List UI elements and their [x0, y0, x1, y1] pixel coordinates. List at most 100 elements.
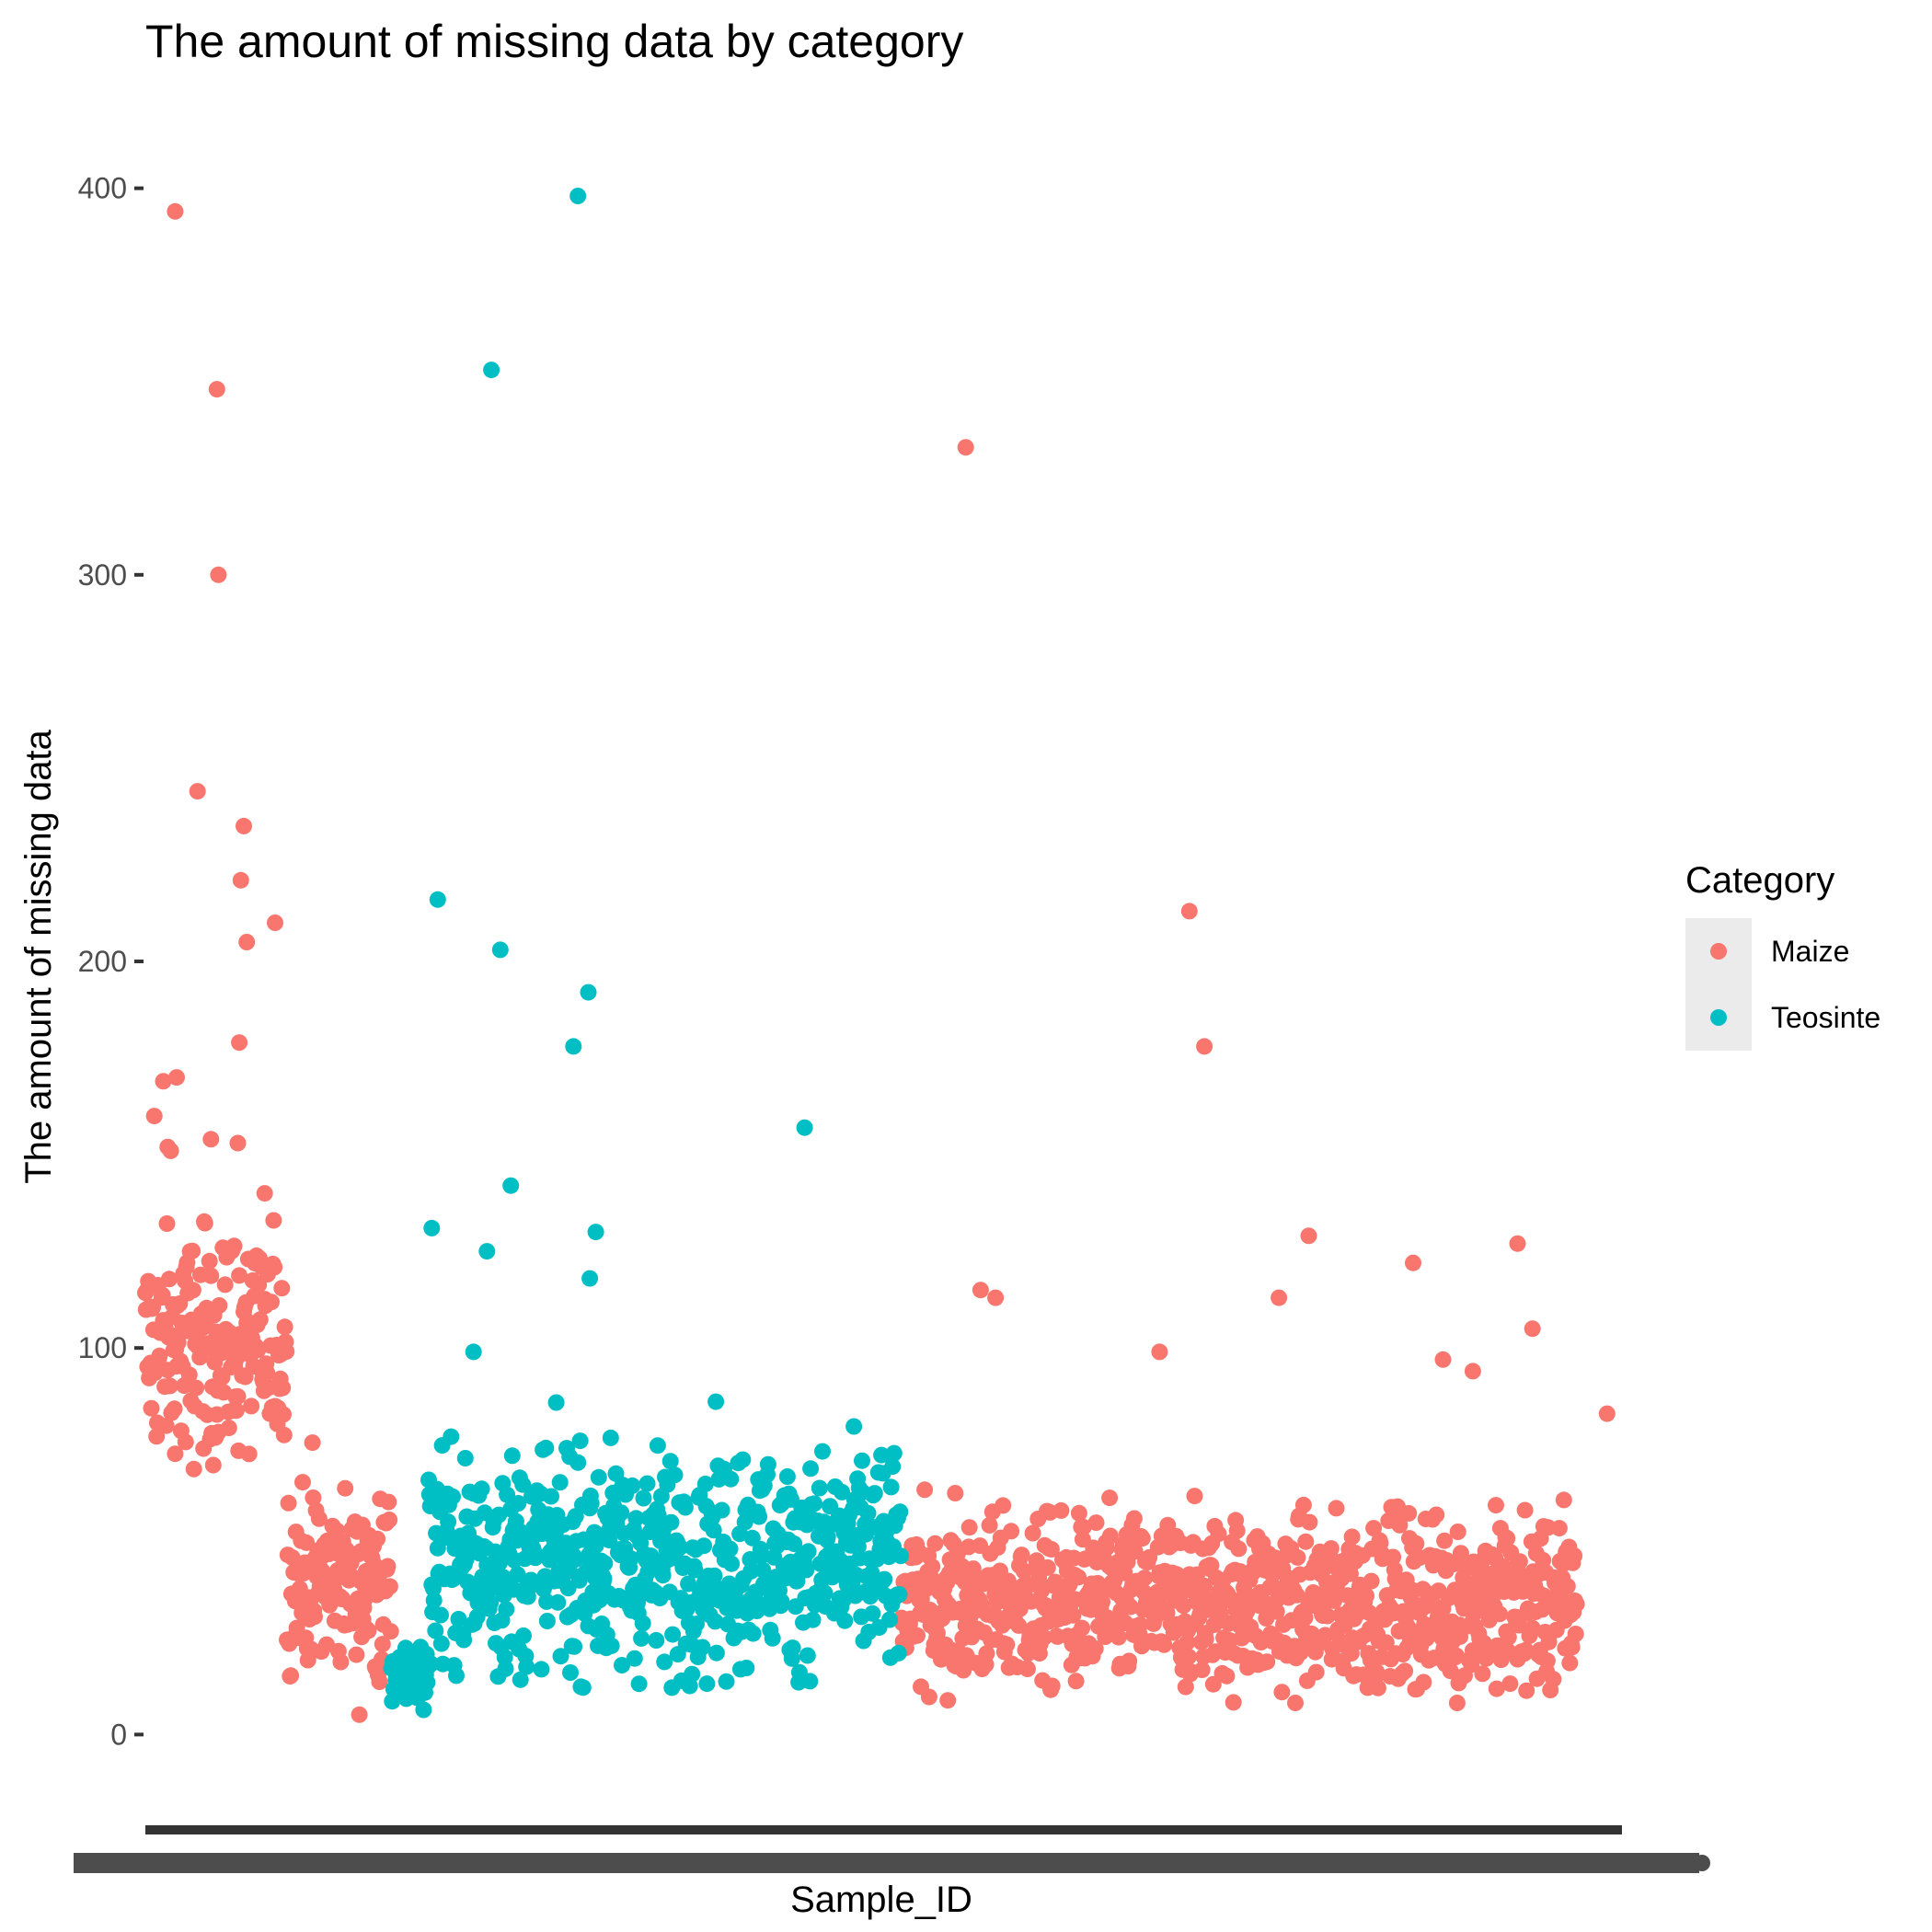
point-maize	[1042, 1541, 1060, 1558]
point-maize	[1436, 1532, 1454, 1549]
point-teosinte	[432, 1606, 449, 1624]
point-maize	[1197, 1630, 1214, 1648]
point-teosinte	[661, 1453, 679, 1470]
point-maize	[1491, 1605, 1509, 1623]
chart-title: The amount of missing data by category	[145, 16, 963, 67]
point-teosinte	[718, 1673, 735, 1690]
point-teosinte	[654, 1567, 672, 1584]
point-teosinte	[443, 1428, 460, 1445]
point-maize	[243, 1397, 260, 1415]
point-teosinte	[473, 1480, 490, 1498]
point-maize	[1448, 1647, 1465, 1664]
point-maize	[280, 1494, 297, 1512]
point-teosinte	[622, 1550, 639, 1568]
point-maize	[210, 566, 227, 583]
point-teosinte	[422, 1655, 440, 1673]
point-teosinte	[543, 1488, 559, 1505]
point-teosinte	[806, 1495, 823, 1512]
point-maize	[1039, 1558, 1056, 1576]
point-teosinte	[440, 1513, 457, 1531]
point-teosinte	[734, 1451, 752, 1468]
point-teosinte	[483, 362, 500, 379]
point-teosinte	[498, 1601, 515, 1618]
y-tick-label: 400	[78, 172, 127, 205]
point-teosinte	[512, 1671, 529, 1688]
point-maize	[1121, 1598, 1139, 1616]
point-maize	[166, 1400, 183, 1418]
point-maize	[196, 1214, 213, 1232]
point-teosinte	[722, 1470, 740, 1488]
point-maize	[231, 1267, 248, 1284]
point-maize	[275, 1426, 293, 1443]
point-teosinte	[885, 1444, 903, 1462]
point-maize	[1400, 1504, 1418, 1522]
point-teosinte	[580, 983, 597, 1001]
point-teosinte	[630, 1675, 648, 1693]
point-maize	[1087, 1640, 1104, 1657]
point-teosinte	[537, 1439, 555, 1456]
point-maize	[947, 1485, 964, 1501]
point-maize	[1230, 1540, 1248, 1558]
point-teosinte	[503, 1447, 521, 1465]
point-maize	[305, 1489, 322, 1506]
point-maize	[1101, 1489, 1119, 1507]
point-maize	[1259, 1653, 1276, 1671]
point-teosinte	[444, 1488, 461, 1505]
point-maize	[1363, 1572, 1380, 1590]
point-maize	[1289, 1548, 1306, 1566]
point-maize	[1218, 1667, 1236, 1685]
point-teosinte	[596, 1555, 614, 1572]
point-maize	[143, 1399, 160, 1417]
point-teosinte	[686, 1561, 704, 1579]
point-teosinte	[565, 1038, 582, 1055]
point-teosinte	[533, 1661, 550, 1678]
point-maize	[238, 934, 256, 950]
point-maize	[939, 1692, 957, 1709]
point-teosinte	[751, 1508, 768, 1525]
point-maize	[185, 1460, 202, 1478]
point-teosinte	[419, 1673, 436, 1691]
point-maize	[1555, 1491, 1572, 1509]
point-maize	[275, 1406, 292, 1423]
point-teosinte	[713, 1501, 730, 1519]
point-teosinte	[881, 1611, 898, 1628]
point-teosinte	[754, 1561, 772, 1579]
point-maize	[1193, 1662, 1211, 1679]
point-maize	[374, 1636, 391, 1653]
point-teosinte	[753, 1547, 770, 1565]
point-maize	[1474, 1665, 1491, 1683]
point-maize	[1488, 1680, 1505, 1697]
point-maize	[957, 439, 974, 456]
legend: Category Maize Teosinte	[1685, 860, 1880, 1051]
point-maize	[1567, 1626, 1584, 1642]
point-maize	[177, 1433, 194, 1451]
point-teosinte	[614, 1657, 630, 1673]
point-teosinte	[748, 1603, 765, 1619]
point-maize	[1405, 1254, 1421, 1271]
point-teosinte	[688, 1616, 705, 1633]
point-maize	[1271, 1289, 1288, 1306]
point-teosinte	[684, 1665, 701, 1683]
point-teosinte	[759, 1455, 776, 1473]
point-maize	[236, 817, 252, 834]
point-teosinte	[518, 1658, 535, 1675]
point-maize	[1043, 1677, 1061, 1695]
point-maize	[274, 1379, 292, 1397]
point-teosinte	[635, 1489, 652, 1507]
point-teosinte	[672, 1538, 689, 1556]
point-maize	[1518, 1682, 1535, 1699]
point-maize	[1018, 1661, 1036, 1677]
point-maize	[1516, 1501, 1534, 1519]
point-maize	[211, 1297, 228, 1314]
point-maize	[348, 1646, 365, 1663]
point-teosinte	[706, 1567, 723, 1584]
point-teosinte	[423, 1219, 441, 1236]
point-maize	[202, 1131, 220, 1148]
point-maize	[337, 1479, 354, 1497]
point-teosinte	[571, 1432, 589, 1450]
point-maize	[229, 1387, 247, 1405]
point-maize	[1121, 1652, 1138, 1670]
point-maize	[1067, 1673, 1085, 1690]
point-maize	[231, 1034, 248, 1052]
point-maize	[256, 1185, 273, 1202]
